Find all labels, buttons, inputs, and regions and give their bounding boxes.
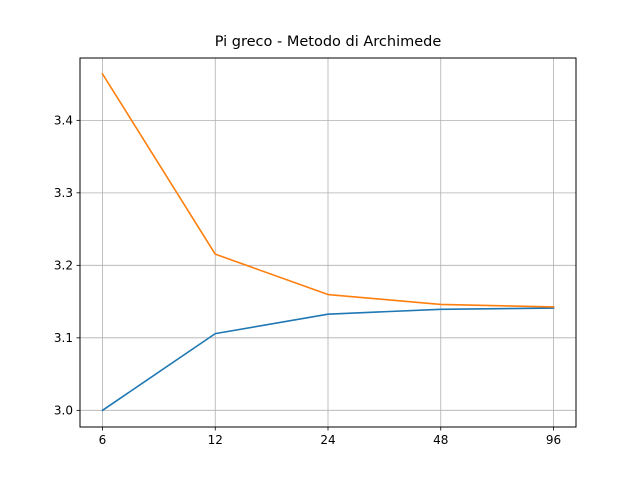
- tick-layer: 6 12 24 48 96 3.0 3.1 3.2 3.3 3.4: [54, 114, 561, 447]
- y-tick-label: 3.4: [54, 114, 73, 128]
- x-tick-label: 12: [208, 433, 223, 447]
- chart-title: Pi greco - Metodo di Archimede: [214, 34, 442, 50]
- y-tick-label: 3.2: [54, 259, 73, 273]
- x-tick-label: 24: [320, 433, 335, 447]
- grid-layer: [80, 58, 576, 427]
- x-tick-label: 6: [99, 433, 107, 447]
- y-tick-label: 3.1: [54, 331, 73, 345]
- x-tick-label: 48: [433, 433, 448, 447]
- x-tick-label: 96: [546, 433, 561, 447]
- series-layer: [101, 72, 555, 412]
- y-tick-label: 3.3: [54, 186, 73, 200]
- y-tick-label: 3.0: [54, 404, 73, 418]
